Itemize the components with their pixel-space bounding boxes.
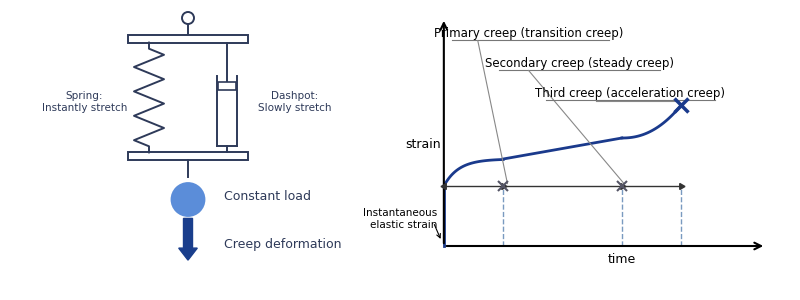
- Text: Creep deformation: Creep deformation: [224, 238, 342, 251]
- Bar: [128, 152, 248, 160]
- Text: Third creep (acceleration creep): Third creep (acceleration creep): [535, 86, 726, 100]
- Text: strain: strain: [405, 137, 441, 151]
- FancyArrow shape: [178, 218, 198, 260]
- Circle shape: [170, 182, 206, 217]
- Bar: [218, 82, 236, 90]
- Text: Secondary creep (steady creep): Secondary creep (steady creep): [485, 56, 674, 70]
- Text: Primary creep (transition creep): Primary creep (transition creep): [434, 26, 623, 40]
- Text: Dashpot:
Slowly stretch: Dashpot: Slowly stretch: [258, 91, 331, 113]
- Text: Spring:
Instantly stretch: Spring: Instantly stretch: [42, 91, 127, 113]
- Text: time: time: [608, 253, 636, 266]
- Text: Instantaneous
elastic strain: Instantaneous elastic strain: [363, 208, 438, 230]
- Text: Constant load: Constant load: [224, 190, 311, 203]
- Bar: [128, 35, 248, 43]
